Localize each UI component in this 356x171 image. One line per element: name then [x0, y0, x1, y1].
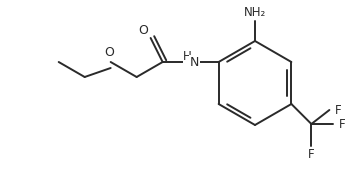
Text: N: N — [190, 56, 199, 69]
Text: F: F — [308, 148, 315, 161]
Text: O: O — [105, 47, 115, 60]
Text: F: F — [335, 103, 342, 116]
Text: F: F — [339, 117, 346, 130]
Text: NH₂: NH₂ — [244, 5, 266, 18]
Text: H: H — [183, 50, 192, 63]
Text: O: O — [139, 23, 148, 36]
